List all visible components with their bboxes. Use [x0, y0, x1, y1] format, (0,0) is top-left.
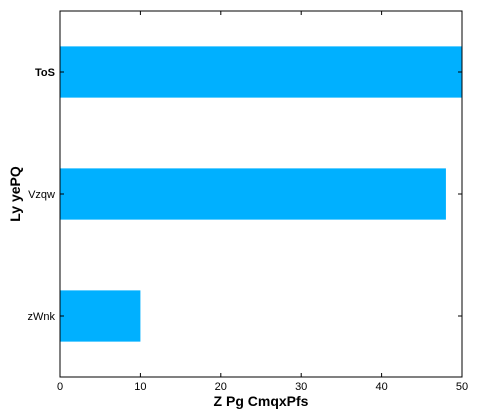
x-tick-label: 50 [456, 381, 468, 393]
x-tick-label: 30 [295, 381, 307, 393]
plot-frame [59, 10, 463, 378]
y-tick-label: zWnk [28, 311, 56, 323]
x-tick-label: 0 [57, 381, 63, 393]
y-tick-label: ToS [35, 67, 55, 79]
y-axis-title: Ly yePQ [7, 166, 23, 222]
x-tick-label: 20 [215, 381, 227, 393]
labels-layer: zWnk Vzqw ToS 0 10 20 30 40 50 [28, 67, 469, 393]
bars-layer [60, 46, 462, 342]
x-axis-title: Z Pg CmqxPfs [214, 393, 309, 409]
x-tick-label: 10 [134, 381, 146, 393]
x-tick-label: 40 [375, 381, 387, 393]
bar-tos [60, 46, 462, 98]
bar-zwnk [60, 290, 141, 342]
bar-vzqw [60, 168, 446, 220]
y-tick-label: Vzqw [28, 189, 55, 201]
